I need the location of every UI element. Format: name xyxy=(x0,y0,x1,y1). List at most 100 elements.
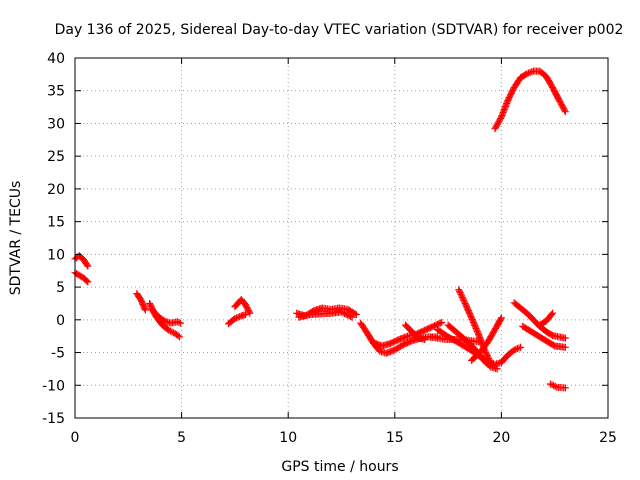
data-point xyxy=(491,125,499,133)
data-point xyxy=(559,103,567,111)
data-point xyxy=(550,382,558,390)
data-point xyxy=(513,345,521,353)
data-point xyxy=(469,318,477,326)
data-point xyxy=(174,332,182,340)
data-point xyxy=(523,70,531,78)
x-tick-label: 0 xyxy=(71,430,80,446)
data-point xyxy=(497,315,505,323)
series-track-5 xyxy=(148,305,185,327)
data-point xyxy=(438,318,446,326)
data-point xyxy=(487,359,495,367)
y-tick-label: 0 xyxy=(56,313,65,329)
data-point xyxy=(512,345,520,353)
data-point xyxy=(246,309,254,317)
data-point xyxy=(455,287,463,295)
x-tick-label: 25 xyxy=(599,430,617,446)
data-point xyxy=(338,308,345,316)
data-point xyxy=(546,380,554,388)
series-track-8 xyxy=(293,304,360,320)
data-point xyxy=(485,356,493,364)
data-point xyxy=(458,293,466,301)
x-tick-label: 10 xyxy=(279,430,297,446)
data-point xyxy=(497,314,505,322)
data-point xyxy=(497,114,505,122)
data-series xyxy=(71,67,569,392)
data-point xyxy=(141,306,149,314)
data-point xyxy=(561,108,569,116)
data-point xyxy=(234,313,242,321)
data-point xyxy=(168,328,176,336)
data-point xyxy=(526,68,534,76)
data-point xyxy=(493,365,501,373)
y-tick-label: 30 xyxy=(47,116,65,132)
plot-frame xyxy=(74,57,609,419)
data-point xyxy=(485,354,493,362)
data-point xyxy=(558,102,566,110)
series-track-9 xyxy=(295,308,356,321)
y-tick-label: 35 xyxy=(47,84,65,100)
data-point xyxy=(494,119,502,127)
data-point xyxy=(473,327,481,335)
data-point xyxy=(471,323,479,331)
x-axis-label: GPS time / hours xyxy=(281,459,398,475)
data-point xyxy=(436,319,444,327)
y-tick-label: 40 xyxy=(47,51,65,67)
data-point xyxy=(342,310,350,318)
data-point xyxy=(177,319,185,327)
data-point xyxy=(421,335,429,343)
data-point xyxy=(352,311,360,319)
data-point xyxy=(175,333,183,341)
y-tick-label: 20 xyxy=(47,182,65,198)
data-point xyxy=(482,350,490,358)
data-point xyxy=(561,334,569,342)
data-point xyxy=(517,343,525,351)
data-point xyxy=(493,122,501,130)
y-tick-label: 15 xyxy=(47,215,65,231)
axis-ticks: 0 5 10 15 20 25 -15 -10 -5 0 5 10 15 20 25 30 35 40 xyxy=(42,51,617,446)
grid-lines xyxy=(75,58,608,418)
data-point xyxy=(551,382,559,390)
data-point xyxy=(175,318,183,326)
data-point xyxy=(245,308,253,316)
chart-title: Day 136 of 2025, Sidereal Day-to-day VTE… xyxy=(55,22,624,38)
series-track-20 xyxy=(536,309,557,329)
data-point xyxy=(483,351,491,359)
data-point xyxy=(339,309,347,317)
series-track-16 xyxy=(455,286,495,367)
series-track-19 xyxy=(519,322,569,351)
data-point xyxy=(549,309,557,317)
x-tick-label: 15 xyxy=(386,430,404,446)
series-track-12 xyxy=(401,321,429,343)
data-point xyxy=(84,278,92,286)
data-point xyxy=(141,305,149,313)
data-point xyxy=(236,313,244,321)
series-track-6 xyxy=(225,311,250,328)
data-point xyxy=(473,326,481,334)
data-point xyxy=(510,346,518,354)
data-point xyxy=(345,312,353,320)
y-tick-label: 25 xyxy=(47,149,65,165)
data-point xyxy=(495,117,503,125)
data-point xyxy=(348,313,356,321)
data-point xyxy=(83,261,91,269)
data-point xyxy=(472,324,480,332)
series-track-22 xyxy=(491,67,569,133)
x-tick-label: 20 xyxy=(492,430,510,446)
data-point xyxy=(347,312,355,320)
data-point xyxy=(492,123,500,131)
y-axis-label: SDTVAR / TECUs xyxy=(8,181,24,296)
data-point xyxy=(165,326,173,334)
data-point xyxy=(561,384,569,392)
y-tick-label: 10 xyxy=(47,247,65,263)
y-tick-label: 5 xyxy=(56,280,65,296)
data-point xyxy=(344,311,352,319)
data-point xyxy=(456,289,464,297)
series-track-21 xyxy=(546,380,569,392)
data-point xyxy=(84,262,92,270)
data-point xyxy=(173,318,181,326)
data-point xyxy=(493,120,501,128)
data-point xyxy=(467,312,475,320)
data-point xyxy=(486,357,494,365)
data-point xyxy=(484,353,492,361)
data-point xyxy=(556,97,564,105)
